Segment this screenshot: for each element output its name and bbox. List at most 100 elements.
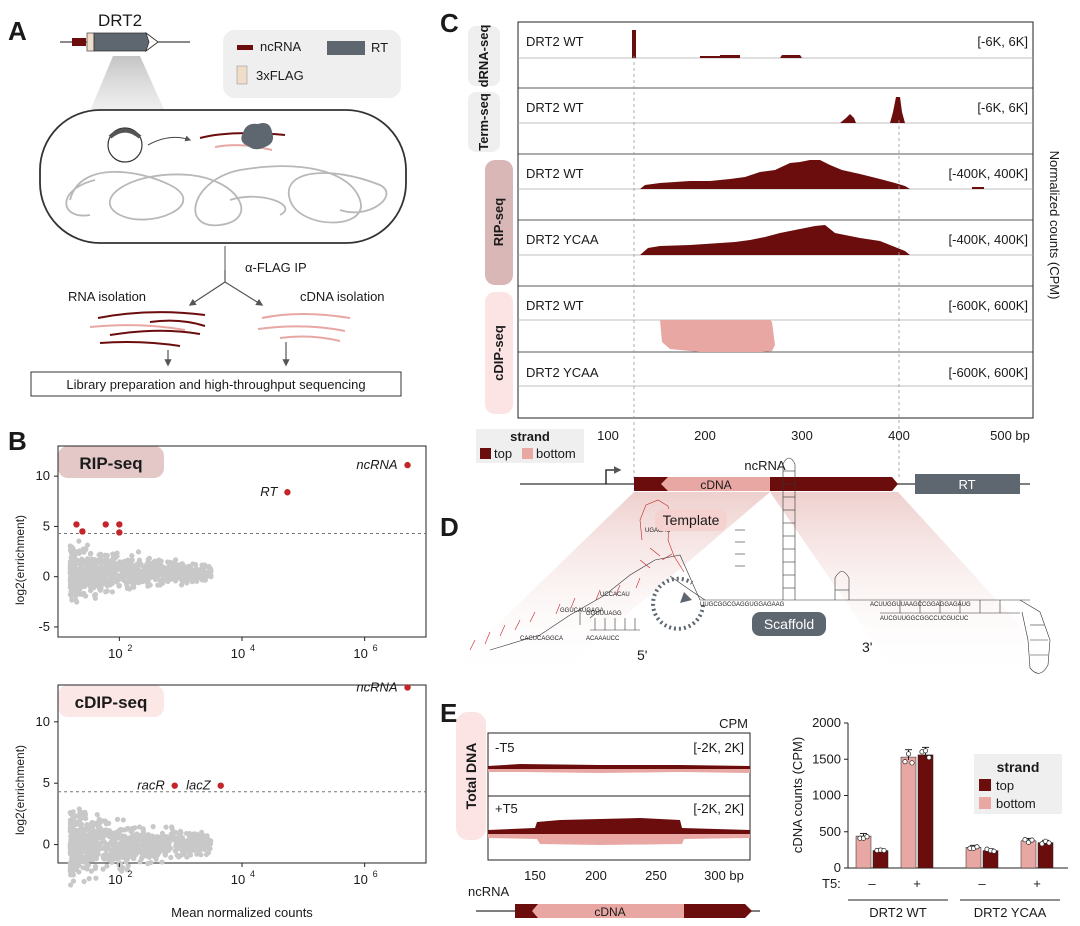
cdip-point	[97, 835, 103, 841]
rip-point	[83, 593, 89, 599]
cdip-point	[111, 846, 117, 852]
rip-ylabel: log2(enrichment)	[13, 515, 27, 605]
e-xtick-200: 200	[585, 868, 607, 883]
svg-text:UCCACAU: UCCACAU	[600, 592, 630, 598]
cdip-point	[199, 830, 205, 836]
rip-point	[151, 565, 158, 571]
cdip-point	[84, 825, 91, 831]
panel-e: E Total DNA CPM -T5 [-2K, 2K] +T5 [-2K, …	[440, 698, 1068, 920]
cdip-point	[194, 846, 200, 852]
ip-label: α-FLAG IP	[245, 260, 307, 275]
c-right-label: Normalized counts (CPM)	[1047, 151, 1062, 300]
rip-point	[76, 538, 82, 544]
bar-ytick-label: 2000	[812, 715, 841, 730]
rip-point	[83, 546, 89, 552]
cdip-point	[73, 842, 79, 848]
rip-point	[126, 561, 132, 567]
bar-t5-3: –	[978, 876, 986, 891]
bar-replicate-dot	[881, 847, 887, 854]
cdip-point	[119, 847, 126, 853]
cdip-point	[203, 840, 209, 846]
track-range-4: [-400K, 400K]	[949, 232, 1029, 247]
svg-text:AUCGUUGGCGGCCUCGUCUC: AUCGUUGGCGGCCUCGUCUC	[880, 616, 969, 622]
cdip-point	[198, 839, 205, 845]
cdip-point	[73, 852, 79, 858]
svg-text:UGACAU: UGACAU	[645, 528, 671, 534]
drt2-construct: DRT2	[60, 11, 190, 53]
cdip-point	[86, 855, 92, 861]
rna-strands	[89, 311, 206, 347]
cdip-point	[76, 806, 82, 812]
rip-point	[73, 560, 80, 566]
bacterial-cell	[39, 109, 407, 244]
cdip-point	[136, 824, 143, 830]
bar-group-wt: DRT2 WT	[869, 905, 927, 920]
rip-point	[200, 564, 206, 571]
drna-peak	[632, 30, 636, 58]
cdip-point	[68, 838, 75, 845]
rip-ytick-label: 5	[43, 518, 50, 533]
rip-point	[158, 558, 164, 564]
rip-point	[169, 570, 175, 576]
panel-d: D	[440, 457, 1070, 680]
cdip-point	[194, 851, 200, 857]
c-group-term-label: Term-seq	[476, 93, 491, 151]
panel-c-letter: C	[440, 8, 459, 38]
rip-point	[177, 570, 183, 577]
bar-replicate-dot	[909, 760, 915, 766]
cdip-point	[107, 829, 113, 835]
bar-replicate-dot	[922, 748, 929, 754]
cdip-point	[133, 841, 139, 848]
c-xtick-500: 500 bp	[990, 428, 1030, 443]
b-xlabel: Mean normalized counts	[171, 905, 313, 920]
svg-text:ACUUGGUUAAGCCGGAGGAGAUG: ACUUGGUUAAGCCGGAGGAGAUG	[870, 602, 971, 608]
cdip-point	[168, 854, 174, 861]
rip-ytick-label: 10	[36, 468, 50, 483]
cdip-point	[90, 823, 96, 830]
cdip-point	[159, 841, 165, 848]
track-range-3: [-400K, 400K]	[949, 166, 1029, 181]
cdip-point	[159, 859, 165, 865]
rip-point	[124, 572, 131, 578]
cdip-point	[161, 848, 167, 854]
cdip-point	[127, 845, 133, 851]
gene-rt-label: RT	[958, 477, 975, 492]
e-cdna-feature	[532, 904, 684, 918]
e-legend-bottom: bottom	[996, 796, 1036, 811]
three-prime-label: 3'	[862, 639, 872, 655]
cdip-xtick-exponent: 4	[250, 869, 255, 879]
cdip-point	[173, 843, 179, 849]
e-ncrna-label: ncRNA	[468, 884, 510, 899]
rip-hit-point	[284, 489, 291, 496]
cdip-point	[102, 840, 109, 847]
c-gene-map: ncRNA cDNA RT	[520, 458, 1030, 494]
rip-point	[160, 576, 166, 582]
bar-replicate-dot	[926, 755, 932, 761]
cdip-point	[150, 824, 156, 830]
ncrna-segment	[72, 38, 86, 46]
cdip-point	[204, 833, 210, 839]
panel-c: C Normalized counts (CPM) dRNA-seq Term-…	[440, 8, 1062, 494]
cdip-point	[142, 835, 148, 842]
cdip-ylabel: log2(enrichment)	[13, 745, 27, 835]
cdip-title: cDIP-seq	[75, 693, 148, 712]
svg-text:ACAAAUCC: ACAAAUCC	[586, 636, 620, 642]
rip-point	[95, 574, 101, 581]
track-name-5: DRT2 WT	[526, 298, 584, 313]
cdip-point	[68, 825, 74, 831]
rip-hit-point	[404, 461, 411, 469]
bar-replicate-dot	[1029, 837, 1035, 843]
rip-point	[116, 583, 123, 589]
rip-point	[197, 569, 203, 575]
cdip-point	[100, 866, 106, 872]
legend-flag: 3xFLAG	[256, 68, 304, 83]
rip-point	[199, 574, 205, 581]
c-xtick-200: 200	[694, 428, 716, 443]
template-label: Template	[663, 512, 720, 528]
cdip-point	[121, 840, 127, 847]
cdip-point	[154, 848, 160, 854]
cdna-strands	[257, 313, 351, 342]
e-xtick-250: 250	[645, 868, 667, 883]
cdip-point	[119, 868, 125, 874]
cdip-xtick-label: 10	[108, 872, 122, 887]
